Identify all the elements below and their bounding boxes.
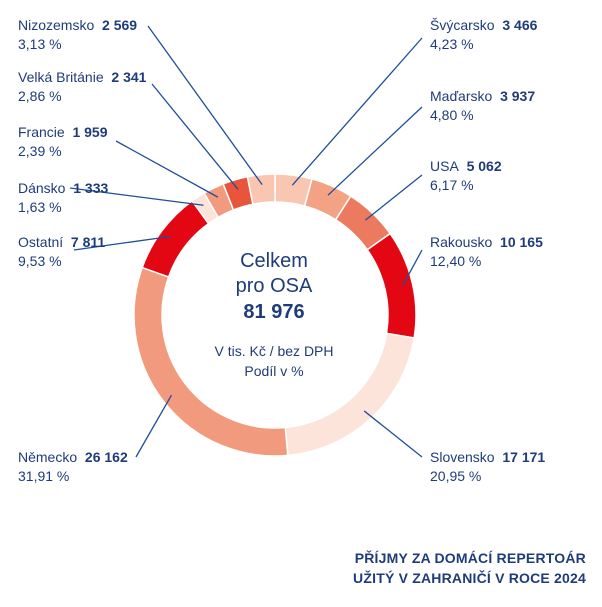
slice-labels: Švýcarsko 3 466 4,23 % Maďarsko 3 937 4,80 …	[18, 17, 545, 484]
label-value-slovensko: 17 171	[502, 449, 545, 465]
leader-svycarsko	[291, 37, 423, 186]
label-name-velka-britanie: Velká Británie	[18, 69, 111, 85]
label-velka-britanie: Velká Británie 2 341	[18, 69, 147, 85]
label-value-nemecko: 26 162	[85, 449, 128, 465]
center-title-line2: pro OSA	[236, 275, 313, 297]
center-text: Celkem pro OSA 81 976 V tis. Kč / bez DP…	[214, 250, 333, 379]
leader-francie	[115, 140, 219, 198]
label-rakousko: Rakousko 10 165	[430, 234, 543, 250]
label-francie: Francie 1 959	[18, 124, 108, 140]
leader-madarsko	[327, 106, 423, 196]
label-pct-usa: 6,17 %	[430, 177, 474, 193]
center-unit: V tis. Kč / bez DPH	[214, 343, 333, 359]
label-nemecko: Německo 26 162	[18, 449, 128, 465]
leader-usa	[364, 174, 423, 221]
label-pct-francie: 2,39 %	[18, 143, 62, 159]
label-slovensko: Slovensko 17 171	[430, 449, 545, 465]
label-name-nemecko: Německo	[18, 449, 85, 465]
label-pct-velka-britanie: 2,86 %	[18, 88, 62, 104]
label-name-nizozemsko: Nizozemsko	[18, 17, 102, 33]
label-svycarsko: Švýcarsko 3 466	[430, 17, 538, 33]
label-value-svycarsko: 3 466	[502, 17, 537, 33]
label-name-madarsko: Maďarsko	[430, 88, 500, 104]
label-nizozemsko: Nizozemsko 2 569	[18, 17, 137, 33]
leader-nemecko	[135, 394, 173, 458]
label-value-usa: 5 062	[467, 158, 502, 174]
leader-dansko	[69, 187, 204, 206]
label-pct-nizozemsko: 3,13 %	[18, 36, 62, 52]
label-pct-nemecko: 31,91 %	[18, 468, 69, 484]
label-value-dansko: 1 333	[73, 180, 108, 196]
label-value-rakousko: 10 165	[500, 234, 543, 250]
center-title-line1: Celkem	[240, 250, 308, 272]
caption-line2: UŽITÝ V ZAHRANIČÍ V ROCE 2024	[353, 569, 586, 586]
label-pct-madarsko: 4,80 %	[430, 107, 474, 123]
center-share: Podíl v %	[244, 363, 303, 379]
leader-slovensko	[363, 410, 423, 458]
center-total: 81 976	[243, 301, 304, 323]
donut-slices	[133, 173, 417, 457]
label-dansko: Dánsko 1 333	[18, 180, 108, 196]
label-pct-slovensko: 20,95 %	[430, 468, 481, 484]
label-ostatni: Ostatní 7 811	[18, 234, 105, 250]
label-name-slovensko: Slovensko	[430, 449, 502, 465]
leader-lines	[69, 25, 423, 458]
chart-caption: PŘÍJMY ZA DOMÁCÍ REPERTOÁR UŽITÝ V ZAHRA…	[353, 549, 586, 586]
label-pct-ostatni: 9,53 %	[18, 253, 62, 269]
label-pct-svycarsko: 4,23 %	[430, 36, 474, 52]
leader-ostatni	[73, 235, 171, 251]
leader-rakousko	[402, 249, 423, 286]
label-name-francie: Francie	[18, 124, 72, 140]
slice-nizozemsko	[246, 173, 276, 206]
slice-rakousko	[366, 232, 417, 339]
label-name-rakousko: Rakousko	[430, 234, 500, 250]
label-value-francie: 1 959	[72, 124, 107, 140]
caption-line1: PŘÍJMY ZA DOMÁCÍ REPERTOÁR	[355, 549, 586, 566]
label-name-ostatni: Ostatní	[18, 234, 71, 250]
label-usa: USA 5 062	[430, 158, 502, 174]
label-value-ostatni: 7 811	[71, 234, 105, 250]
label-madarsko: Maďarsko 3 937	[430, 88, 535, 104]
label-value-nizozemsko: 2 569	[102, 17, 137, 33]
label-name-svycarsko: Švýcarsko	[430, 17, 502, 33]
label-name-usa: USA	[430, 158, 467, 174]
label-pct-dansko: 1,63 %	[18, 199, 62, 215]
leader-velka-britanie	[151, 83, 239, 190]
label-name-dansko: Dánsko	[18, 180, 73, 196]
leader-nizozemsko	[147, 25, 263, 186]
label-value-velka-britanie: 2 341	[111, 69, 146, 85]
label-value-madarsko: 3 937	[500, 88, 535, 104]
label-pct-rakousko: 12,40 %	[430, 253, 481, 269]
